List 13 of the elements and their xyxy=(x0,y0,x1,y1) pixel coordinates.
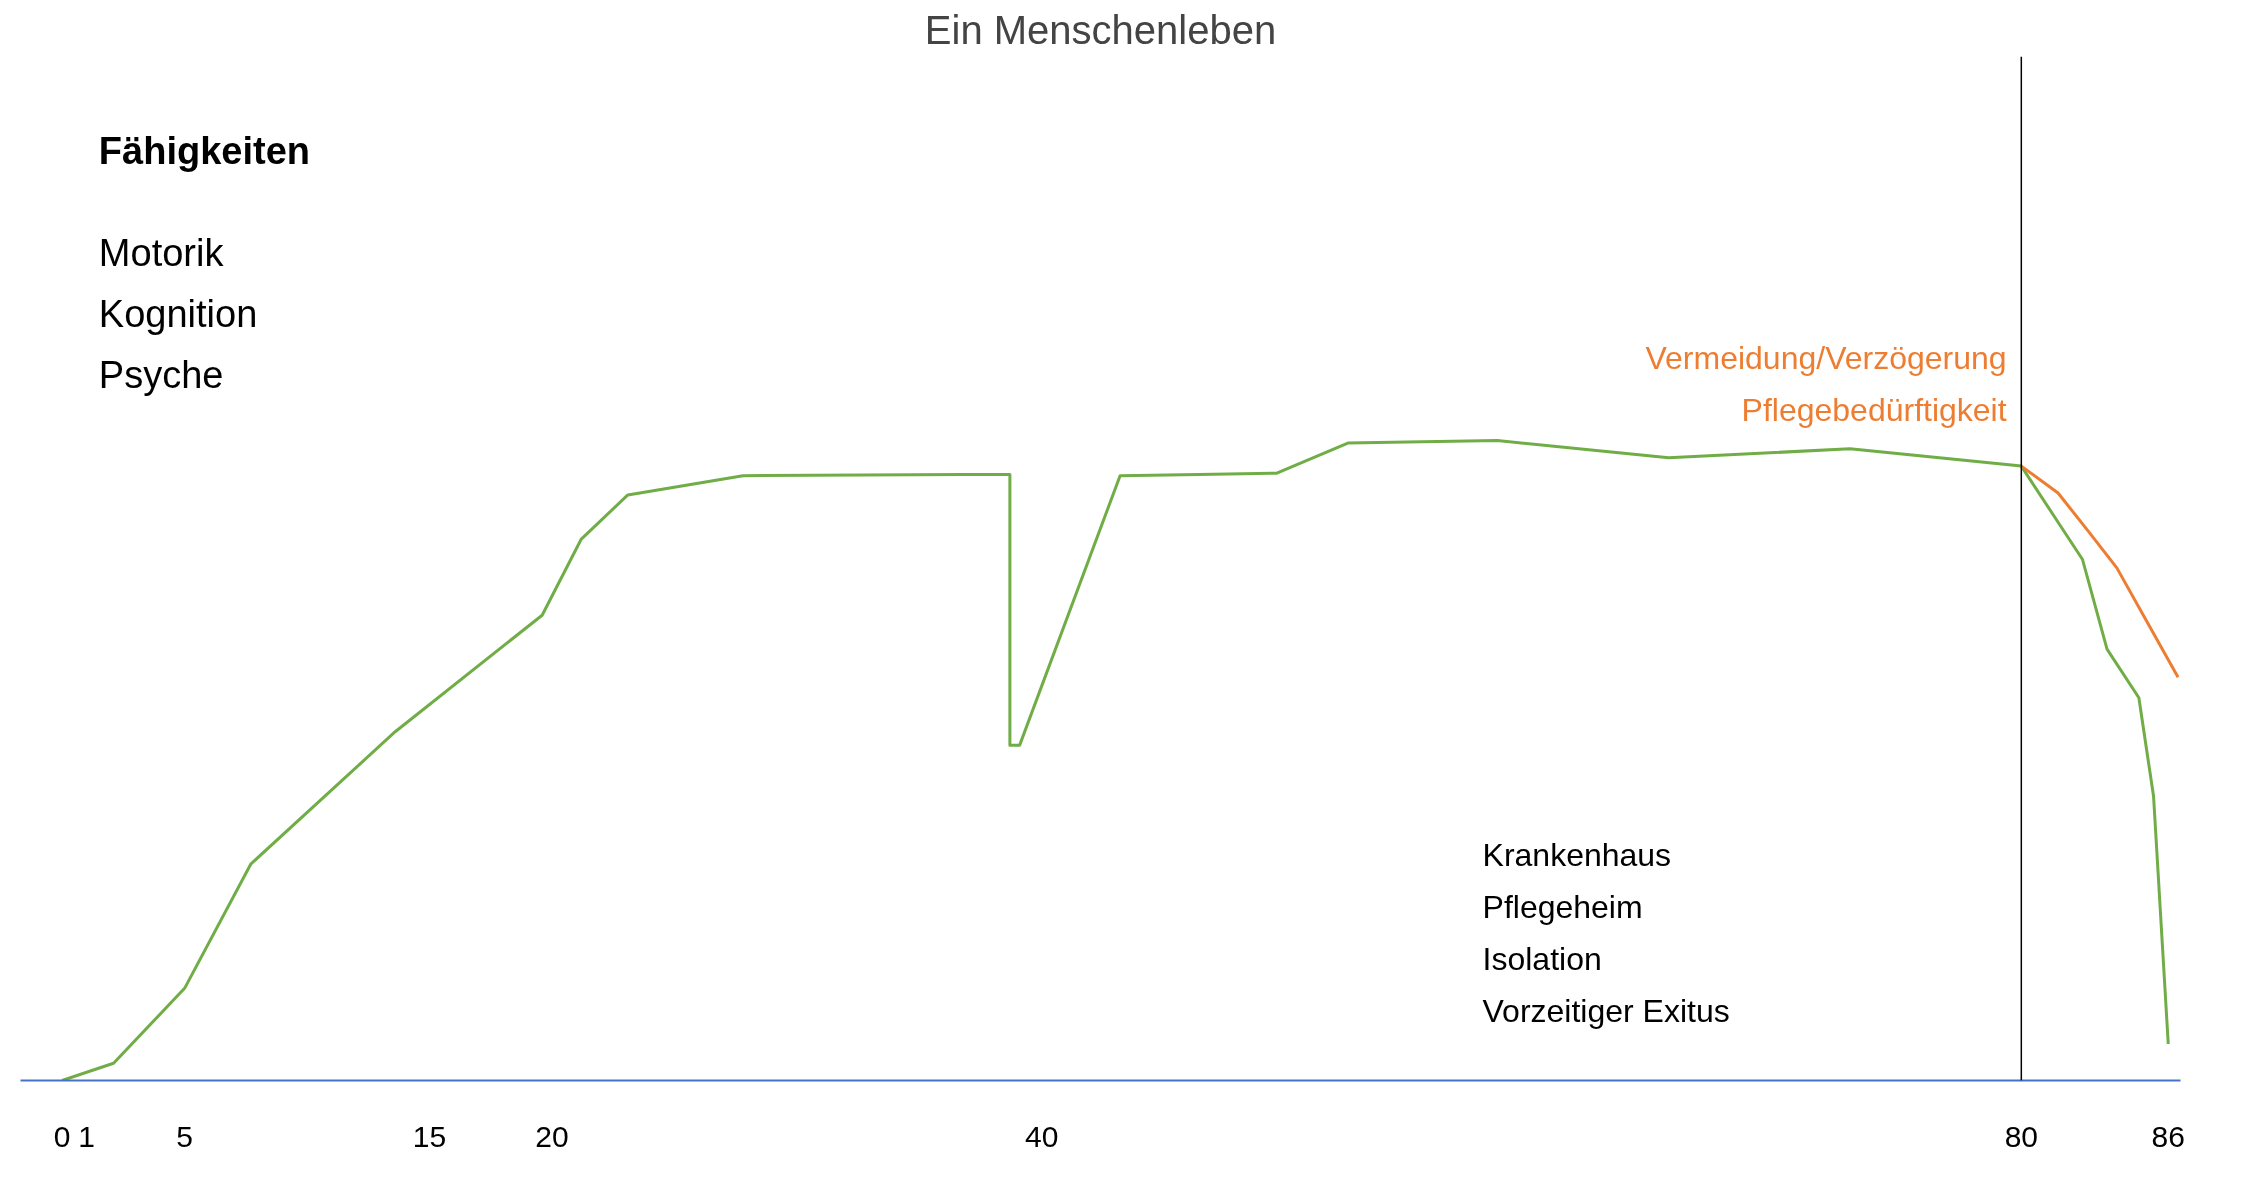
text: Motorik Kognition Psyche xyxy=(98,231,258,396)
x-tick-label: 80 xyxy=(2004,1119,2039,1153)
x-tick-label: 86 xyxy=(2151,1119,2185,1153)
chart-title: Ein Menschenleben xyxy=(924,7,1277,52)
x-tick-label: 0 xyxy=(53,1119,71,1153)
text: Fähigkeiten xyxy=(98,129,311,172)
x-tick-label: 1 xyxy=(78,1119,95,1153)
x-tick-label: 5 xyxy=(176,1119,193,1153)
x-tick-label: 40 xyxy=(1025,1119,1059,1153)
annotation: Krankenhaus Pflegeheim Isolation Vorzeitiger Exitus xyxy=(1482,836,1730,1030)
series-label: Vermeidung/Verzögerung Pflegebedürftigkeit xyxy=(1645,339,2007,428)
x-tick-label: 15 xyxy=(412,1119,447,1153)
x-tick-label: 20 xyxy=(535,1119,569,1153)
